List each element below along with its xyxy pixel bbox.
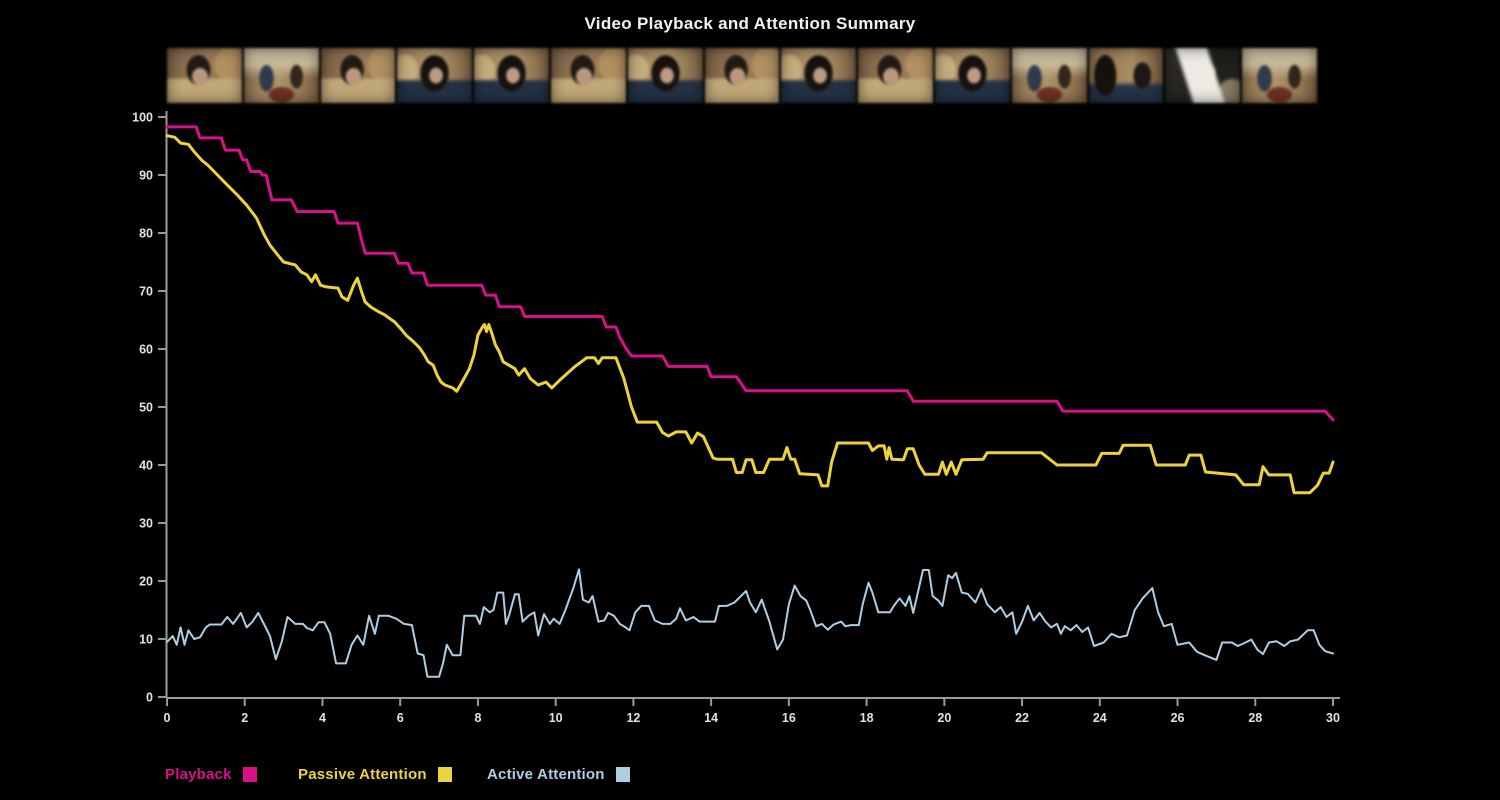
active-attention-swatch-icon xyxy=(615,766,630,782)
y-tick-label: 100 xyxy=(132,111,153,125)
x-tick-label: 8 xyxy=(474,711,481,725)
active-attention-line xyxy=(166,568,1334,678)
y-tick-label: 60 xyxy=(139,343,153,357)
legend-label-active-attention: Active Attention xyxy=(487,765,605,783)
x-tick-label: 18 xyxy=(860,711,874,725)
x-tick-label: 10 xyxy=(549,711,563,725)
filmstrip-frame-woman xyxy=(781,48,857,103)
y-tick-label: 90 xyxy=(139,169,153,183)
x-tick-label: 16 xyxy=(782,711,796,725)
filmstrip-frame-woman xyxy=(474,48,549,103)
filmstrip-frame-woman xyxy=(627,48,703,103)
chart-legend: Playback Passive Attention Active Attent… xyxy=(0,762,1500,788)
x-tick-label: 12 xyxy=(626,711,640,725)
filmstrip-frame-woman xyxy=(934,48,1010,103)
y-tick-label: 0 xyxy=(146,691,153,705)
x-tick-label: 22 xyxy=(1015,711,1029,725)
y-tick-label: 70 xyxy=(139,285,153,299)
legend-item-active-attention[interactable]: Active Attention xyxy=(487,762,630,786)
passive-attention-line xyxy=(165,134,1335,495)
legend-label-passive-attention: Passive Attention xyxy=(298,765,427,783)
x-tick-label: 6 xyxy=(397,711,404,725)
filmstrip-frame-woman xyxy=(397,48,473,103)
filmstrip-frame-man xyxy=(550,48,626,103)
x-tick-label: 24 xyxy=(1093,711,1107,725)
filmstrip-frame-store xyxy=(243,48,319,103)
x-tick-label: 4 xyxy=(319,711,326,725)
x-tick-label: 2 xyxy=(241,711,248,725)
passive-attention-swatch-icon xyxy=(437,766,452,782)
y-tick-label: 40 xyxy=(139,459,153,473)
video-filmstrip xyxy=(167,48,1317,103)
x-tick-label: 28 xyxy=(1248,711,1262,725)
filmstrip-frame-store xyxy=(1242,48,1317,103)
filmstrip-frame-pair xyxy=(1088,48,1164,103)
y-tick-label: 80 xyxy=(139,227,153,241)
y-tick-label: 10 xyxy=(139,633,153,647)
filmstrip-frame-store xyxy=(1011,48,1087,103)
legend-item-playback[interactable]: Playback xyxy=(165,762,257,786)
legend-item-passive-attention[interactable]: Passive Attention xyxy=(298,762,452,786)
x-tick-label: 0 xyxy=(164,711,171,725)
filmstrip-frame-man xyxy=(167,48,242,103)
x-tick-label: 30 xyxy=(1326,711,1340,725)
filmstrip-frame-man xyxy=(858,48,933,103)
playback-line xyxy=(165,125,1335,422)
playback-swatch-icon xyxy=(242,766,257,782)
legend-label-playback: Playback xyxy=(165,765,232,783)
filmstrip-frame-paper xyxy=(1165,48,1241,103)
x-tick-label: 14 xyxy=(704,711,718,725)
y-tick-label: 20 xyxy=(139,575,153,589)
filmstrip-frame-man xyxy=(704,48,780,103)
x-tick-label: 26 xyxy=(1171,711,1185,725)
x-axis: 0 2 4 6 8 10 12 14 16 18 20 22 24 26 28 30 xyxy=(164,697,1340,725)
filmstrip-frame-man xyxy=(320,48,396,103)
x-tick-label: 20 xyxy=(937,711,951,725)
y-tick-label: 30 xyxy=(139,517,153,531)
page-title: Video Playback and Attention Summary xyxy=(584,14,916,33)
y-tick-label: 50 xyxy=(139,401,153,415)
y-axis: 0 10 20 30 40 50 60 70 80 90 100 xyxy=(132,111,168,705)
